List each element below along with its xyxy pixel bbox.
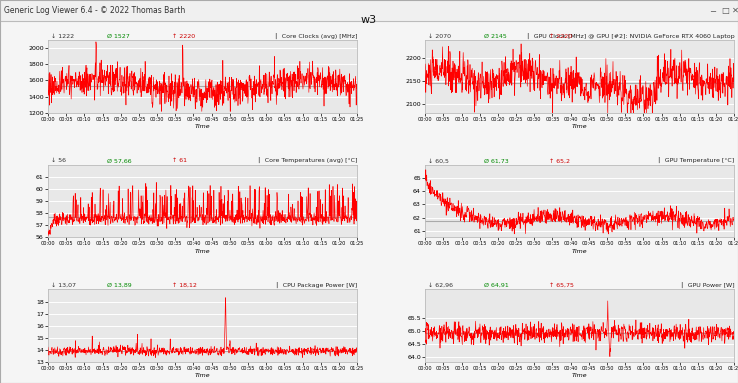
Text: Generic Log Viewer 6.4 - © 2022 Thomas Barth: Generic Log Viewer 6.4 - © 2022 Thomas B… — [4, 6, 185, 15]
Text: ↓ 62,96: ↓ 62,96 — [428, 283, 453, 288]
Text: ↓ 13,07: ↓ 13,07 — [51, 283, 76, 288]
Text: Ø 64,91: Ø 64,91 — [484, 283, 508, 288]
Text: Ø 61,73: Ø 61,73 — [484, 159, 508, 164]
X-axis label: Time: Time — [572, 124, 587, 129]
Text: ↓ 56: ↓ 56 — [51, 159, 66, 164]
Text: ─: ─ — [710, 6, 714, 15]
Text: Ø 13,89: Ø 13,89 — [107, 283, 131, 288]
Text: ↑ 65,75: ↑ 65,75 — [549, 283, 573, 288]
Text: w3: w3 — [361, 15, 377, 25]
Text: ▏ Core Clocks (avg) [MHz]: ▏ Core Clocks (avg) [MHz] — [275, 33, 357, 39]
X-axis label: Time: Time — [195, 249, 210, 254]
Text: ✕: ✕ — [732, 6, 738, 15]
Text: ▏ GPU Temperature [°C]: ▏ GPU Temperature [°C] — [658, 157, 734, 164]
Text: ↑ 2220: ↑ 2220 — [172, 34, 195, 39]
Text: ▏ GPU Power [W]: ▏ GPU Power [W] — [680, 282, 734, 288]
Text: Ø 57,66: Ø 57,66 — [107, 159, 131, 164]
Text: ↑ 2220: ↑ 2220 — [549, 34, 572, 39]
Text: ▏ Core Temperatures (avg) [°C]: ▏ Core Temperatures (avg) [°C] — [258, 157, 357, 164]
X-axis label: Time: Time — [195, 373, 210, 378]
Text: ▏ CPU Package Power [W]: ▏ CPU Package Power [W] — [276, 282, 357, 288]
Text: ↓ 60,5: ↓ 60,5 — [428, 159, 449, 164]
Text: ↑ 65,2: ↑ 65,2 — [549, 159, 570, 164]
Text: ▏ GPU Clock [MHz] @ GPU [#2]: NVIDIA GeForce RTX 4060 Laptop: ▏ GPU Clock [MHz] @ GPU [#2]: NVIDIA GeF… — [527, 33, 734, 39]
X-axis label: Time: Time — [572, 249, 587, 254]
Text: ↓ 2070: ↓ 2070 — [428, 34, 451, 39]
Text: □: □ — [721, 6, 728, 15]
Text: ↓ 1222: ↓ 1222 — [51, 34, 75, 39]
X-axis label: Time: Time — [572, 373, 587, 378]
Text: Ø 1527: Ø 1527 — [107, 34, 129, 39]
Text: ↑ 18,12: ↑ 18,12 — [172, 283, 196, 288]
Text: ↑ 61: ↑ 61 — [172, 159, 187, 164]
X-axis label: Time: Time — [195, 124, 210, 129]
Text: Ø 2145: Ø 2145 — [484, 34, 507, 39]
